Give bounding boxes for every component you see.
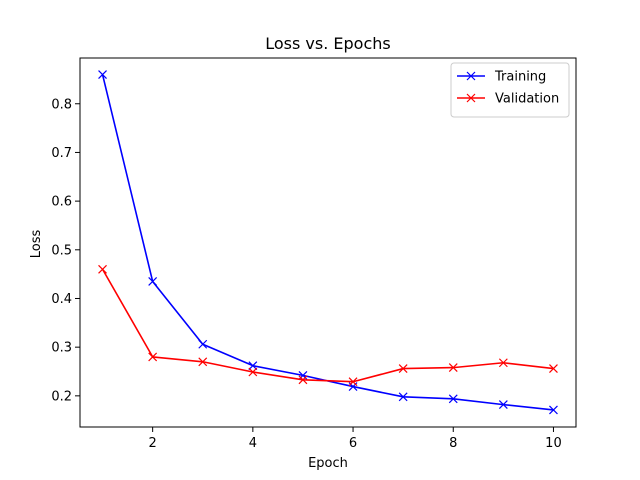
training-point	[148, 277, 158, 286]
training-point	[549, 405, 558, 415]
validation-point	[348, 377, 358, 387]
x-axis-label: Epoch	[308, 456, 348, 471]
legend-validation-label: Validation	[495, 92, 559, 107]
axes-frame	[79, 57, 577, 428]
validation-point	[448, 363, 458, 373]
validation-line	[101, 268, 554, 383]
y-tick-label: 0.2	[51, 389, 72, 404]
y-tick-label: 0.8	[51, 97, 72, 112]
training-point	[398, 392, 408, 402]
x-tick-label: 6	[349, 436, 357, 451]
legend-validation-marker	[466, 93, 476, 103]
training-point	[198, 339, 208, 349]
legend-training-label: Training	[494, 70, 546, 85]
chart-title: Loss vs. Epochs	[265, 34, 390, 53]
plot-area: 2 4 6 8 10 0.2 0.3 0.4 0.5 0.6 0.7 0.8	[51, 57, 577, 451]
y-axis-label: Loss	[29, 230, 44, 259]
x-tick-label: 8	[449, 436, 457, 451]
validation-point	[148, 352, 158, 362]
y-tick-label: 0.5	[51, 243, 72, 258]
training-point	[248, 361, 258, 371]
validation-point	[549, 364, 558, 374]
validation-point	[248, 367, 258, 377]
y-tick-label: 0.7	[51, 146, 72, 161]
y-tick-label: 0.4	[51, 292, 72, 307]
training-point	[98, 70, 107, 79]
legend-training-marker	[466, 71, 476, 81]
validation-point	[198, 357, 208, 367]
x-tick-label: 2	[149, 436, 157, 451]
x-tick-label: 4	[249, 436, 257, 451]
validation-point	[98, 264, 107, 274]
x-tick-label: 10	[545, 436, 562, 451]
validation-point	[498, 358, 508, 368]
validation-point	[398, 364, 408, 374]
y-tick-label: 0.6	[51, 195, 72, 210]
legend: Training Validation	[450, 62, 570, 118]
y-tick-label: 0.3	[51, 341, 72, 356]
training-point	[498, 400, 508, 410]
validation-point	[298, 375, 308, 385]
training-point	[298, 370, 308, 380]
training-point	[448, 394, 458, 404]
